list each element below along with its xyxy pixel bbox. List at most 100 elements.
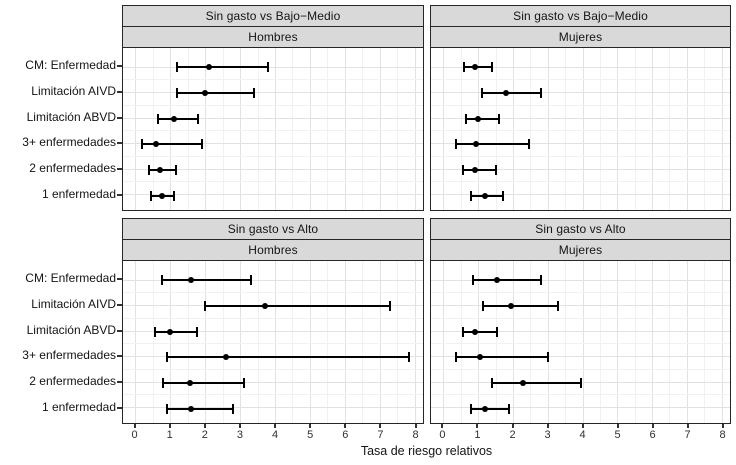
x-axis-tick-label: 7 — [684, 429, 691, 441]
y-axis-tick — [117, 407, 122, 409]
ci-cap — [463, 61, 466, 72]
gridline-major-h — [123, 330, 423, 332]
gridline-minor-h — [123, 343, 423, 345]
estimate-point — [508, 302, 515, 309]
gridline-minor-v — [187, 261, 189, 423]
ci-line — [481, 91, 541, 94]
x-axis-tick — [616, 424, 619, 428]
gridline-minor-v — [222, 48, 224, 210]
ci-cap — [480, 87, 483, 98]
gridline-major-v — [379, 261, 381, 423]
gridline-major-h — [431, 143, 730, 145]
gridline-minor-v — [292, 261, 294, 423]
ci-line — [166, 356, 410, 359]
gridline-major-v — [379, 48, 381, 210]
estimate-point — [475, 115, 482, 122]
ci-cap — [579, 378, 582, 389]
facet-strip-comparison-bottom-left: Sin gasto vs Alto — [122, 218, 424, 240]
ci-cap — [498, 113, 501, 124]
gridline-minor-v — [327, 261, 329, 423]
gridline-major-v — [617, 48, 619, 210]
estimate-point — [223, 354, 230, 361]
x-axis-tick — [133, 424, 136, 428]
x-axis-tick-label: 3 — [236, 429, 243, 441]
ci-cap — [141, 139, 144, 150]
gridline-minor-v — [187, 48, 189, 210]
gridline-minor-h — [431, 181, 730, 183]
gridline-major-v — [582, 261, 584, 423]
estimate-point — [202, 89, 209, 96]
x-axis-tick — [651, 424, 654, 428]
gridline-major-h — [123, 66, 423, 68]
gridline-major-v — [414, 261, 416, 423]
facet-strip-comparison-top-left: Sin gasto vs Bajo−Medio — [122, 5, 424, 27]
ci-line — [471, 408, 510, 410]
gridline-minor-h — [431, 79, 730, 81]
ci-cap — [471, 274, 474, 285]
gridline-minor-v — [292, 48, 294, 210]
gridline-minor-v — [599, 48, 601, 210]
x-axis-tick-label: 5 — [614, 429, 621, 441]
x-axis-tick-label: 1 — [166, 429, 173, 441]
gridline-minor-v — [634, 48, 636, 210]
y-axis-label: CM: Enfermedad — [25, 57, 116, 72]
ci-cap — [153, 326, 156, 337]
gridline-major-h — [431, 168, 730, 170]
estimate-point — [520, 380, 527, 387]
ci-cap — [197, 113, 200, 124]
estimate-point — [167, 328, 174, 335]
estimate-point — [261, 302, 268, 309]
ci-line — [177, 65, 269, 68]
ci-cap — [232, 404, 235, 414]
ci-cap — [176, 87, 179, 98]
estimate-point — [156, 167, 163, 174]
y-axis-tick — [117, 355, 122, 358]
ci-line — [163, 382, 244, 385]
x-axis-tick-label: 6 — [649, 429, 656, 441]
estimate-point — [482, 406, 489, 412]
ci-cap — [461, 326, 464, 337]
ci-line — [166, 408, 234, 410]
y-axis-tick — [117, 142, 122, 145]
x-axis-tick-label: 2 — [509, 429, 516, 441]
ci-cap — [162, 378, 165, 389]
gridline-major-v — [240, 261, 242, 423]
gridline-minor-v — [362, 48, 364, 210]
gridline-major-v — [443, 48, 445, 210]
gridline-major-v — [652, 261, 654, 423]
ci-line — [483, 304, 559, 307]
x-axis-tick-label: 1 — [474, 429, 481, 441]
gridline-major-h — [431, 194, 730, 196]
gridline-minor-v — [599, 261, 601, 423]
x-axis-tick — [581, 424, 584, 428]
ci-cap — [172, 191, 175, 201]
estimate-point — [205, 63, 212, 70]
x-axis-tick-label: 8 — [412, 429, 419, 441]
facet-strip-sex-bottom-right: Mujeres — [430, 239, 731, 261]
gridline-major-v — [135, 261, 137, 423]
gridline-minor-v — [327, 48, 329, 210]
x-axis-tick — [414, 424, 417, 428]
ci-cap — [204, 300, 207, 311]
x-axis-tick — [274, 424, 277, 428]
ci-cap — [539, 274, 542, 285]
estimate-point — [186, 380, 193, 387]
x-axis-tick-label: 0 — [131, 429, 138, 441]
gridline-major-v — [582, 48, 584, 210]
ci-cap — [165, 352, 168, 363]
ci-cap — [527, 139, 530, 150]
gridline-major-v — [686, 261, 688, 423]
y-axis-label: Limitación AIVD — [31, 83, 116, 98]
x-axis-tick — [441, 424, 444, 428]
ci-cap — [494, 165, 497, 176]
estimate-point — [153, 141, 160, 148]
x-axis-tick — [309, 424, 312, 428]
gridline-minor-v — [257, 261, 259, 423]
ci-line — [464, 65, 493, 68]
gridline-major-v — [652, 48, 654, 210]
ci-cap — [491, 61, 494, 72]
gridline-major-v — [547, 48, 549, 210]
gridline-major-h — [123, 117, 423, 119]
estimate-point — [170, 115, 177, 122]
gridline-minor-v — [257, 48, 259, 210]
